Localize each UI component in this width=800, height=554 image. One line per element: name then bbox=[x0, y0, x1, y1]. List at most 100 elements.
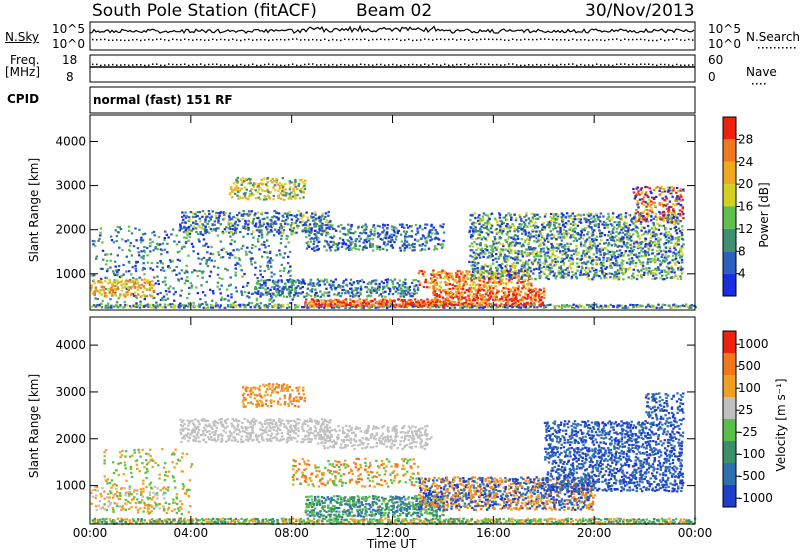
data-cell bbox=[657, 267, 660, 270]
data-cell bbox=[620, 228, 623, 231]
data-cell bbox=[420, 237, 423, 240]
data-cell bbox=[587, 260, 590, 263]
data-cell bbox=[92, 279, 96, 282]
data-cell bbox=[312, 282, 315, 285]
power-colorbar-segment bbox=[723, 273, 736, 296]
data-cell bbox=[242, 285, 245, 288]
data-cell bbox=[605, 272, 608, 276]
data-cell bbox=[481, 293, 484, 297]
data-cell bbox=[581, 237, 585, 240]
data-cell bbox=[444, 290, 447, 294]
data-cell bbox=[556, 214, 560, 217]
data-cell bbox=[121, 518, 124, 522]
data-cell bbox=[487, 233, 490, 236]
data-cell bbox=[143, 304, 146, 308]
data-cell bbox=[444, 272, 447, 275]
data-cell bbox=[626, 224, 630, 227]
data-cell bbox=[365, 286, 368, 289]
data-cell bbox=[490, 295, 493, 298]
data-cell bbox=[610, 272, 614, 275]
data-cell bbox=[523, 215, 526, 219]
data-cell bbox=[164, 298, 167, 301]
data-cell bbox=[595, 251, 599, 254]
data-cell bbox=[563, 231, 566, 235]
data-cell bbox=[578, 220, 581, 223]
data-cell bbox=[201, 276, 204, 279]
data-cell bbox=[611, 212, 615, 215]
data-cell bbox=[437, 306, 440, 309]
data-cell bbox=[342, 288, 345, 291]
data-cell bbox=[320, 226, 324, 230]
data-cell bbox=[116, 271, 119, 274]
data-cell bbox=[572, 236, 575, 239]
data-cell bbox=[655, 276, 658, 280]
data-cell bbox=[446, 277, 449, 280]
data-cell bbox=[248, 180, 252, 183]
data-cell bbox=[589, 262, 593, 265]
data-cell bbox=[136, 288, 139, 291]
data-cell bbox=[369, 290, 372, 293]
data-cell bbox=[282, 231, 285, 234]
data-cell bbox=[213, 220, 217, 223]
data-cell bbox=[677, 267, 680, 270]
data-cell bbox=[562, 246, 565, 249]
data-cell bbox=[351, 241, 354, 244]
data-cell bbox=[289, 295, 292, 298]
data-cell bbox=[301, 220, 304, 223]
data-cell bbox=[183, 225, 186, 228]
data-cell bbox=[541, 291, 544, 294]
data-cell bbox=[152, 306, 155, 309]
data-cell bbox=[385, 237, 388, 240]
data-cell bbox=[405, 246, 409, 249]
data-cell bbox=[513, 272, 517, 275]
data-cell bbox=[305, 236, 308, 239]
data-cell bbox=[578, 303, 581, 306]
data-cell bbox=[258, 248, 261, 251]
data-cell bbox=[381, 231, 384, 234]
data-cell bbox=[290, 181, 293, 184]
data-cell bbox=[421, 234, 425, 237]
data-cell bbox=[247, 228, 250, 231]
data-cell bbox=[675, 197, 678, 200]
data-cell bbox=[208, 212, 211, 216]
data-cell bbox=[148, 304, 151, 307]
data-cell bbox=[300, 282, 303, 286]
data-cell bbox=[206, 265, 209, 268]
data-cell bbox=[296, 305, 299, 308]
data-cell bbox=[236, 181, 239, 184]
data-cell bbox=[597, 218, 600, 221]
data-cell bbox=[369, 230, 372, 233]
data-cell bbox=[324, 212, 328, 215]
data-cell bbox=[551, 259, 554, 262]
data-cell bbox=[286, 271, 290, 274]
data-cell bbox=[119, 228, 123, 231]
data-cell bbox=[543, 226, 547, 229]
data-cell bbox=[635, 255, 638, 258]
data-cell bbox=[568, 304, 571, 307]
data-cell bbox=[415, 302, 418, 305]
data-cell bbox=[668, 186, 672, 189]
data-cell bbox=[184, 242, 188, 245]
data-cell bbox=[235, 261, 239, 265]
data-cell bbox=[571, 306, 574, 309]
data-cell bbox=[641, 251, 644, 254]
data-cell bbox=[533, 306, 536, 309]
data-cell bbox=[166, 242, 169, 245]
data-cell bbox=[138, 285, 141, 288]
data-cell bbox=[413, 305, 416, 308]
data-cell bbox=[357, 295, 360, 298]
data-cell bbox=[490, 285, 493, 288]
data-cell bbox=[614, 256, 618, 259]
data-cell bbox=[666, 186, 670, 189]
data-cell bbox=[297, 225, 300, 228]
data-cell bbox=[611, 262, 615, 265]
data-cell bbox=[261, 189, 264, 192]
data-cell bbox=[661, 303, 664, 306]
data-cell bbox=[648, 267, 651, 270]
data-cell bbox=[679, 220, 682, 223]
data-cell bbox=[183, 271, 186, 274]
data-cell bbox=[493, 236, 496, 239]
data-cell bbox=[172, 287, 175, 290]
data-cell bbox=[682, 217, 685, 220]
data-cell bbox=[421, 303, 424, 306]
